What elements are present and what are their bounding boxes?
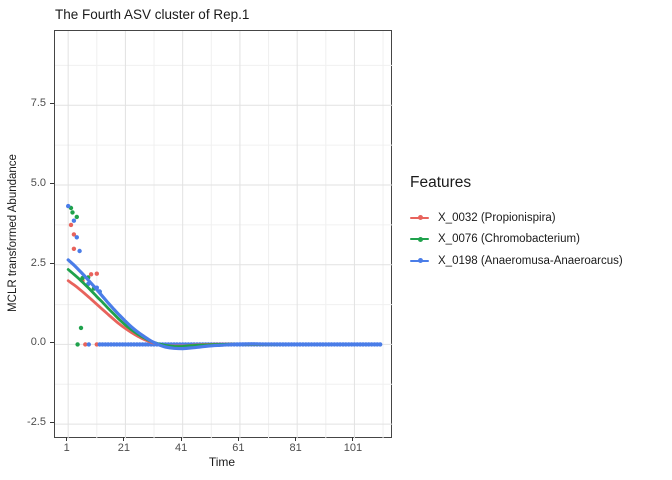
y-tick-label: 0.0: [30, 336, 46, 349]
data-point: [82, 341, 87, 347]
data-point: [71, 218, 76, 223]
plot-canvas: [54, 30, 392, 438]
x-tick-mark: [237, 437, 239, 441]
data-point: [71, 231, 76, 237]
smooth-curve: [66, 257, 382, 350]
y-tick-mark: [50, 103, 54, 105]
legend-label: X_0198 (Anaeromusa-Anaeroarcus): [438, 254, 623, 267]
x-tick-label: 81: [289, 442, 302, 454]
data-point: [69, 209, 75, 215]
legend-entry: X_0076 (Chromobacterium): [410, 229, 623, 251]
y-tick-label: 5.0: [30, 177, 46, 189]
x-tick-label: 1: [63, 442, 70, 454]
x-tick-mark: [123, 437, 125, 441]
legend-entry: X_0032 (Propionispira): [410, 207, 623, 229]
legend-key-smooth-point-icon: [410, 211, 429, 225]
y-tick-label: 7.5: [30, 97, 46, 110]
legend: Features X_0032 (Propionispira) X_0076 (…: [410, 174, 623, 272]
x-tick-label: 41: [175, 442, 188, 454]
x-tick-mark: [295, 437, 297, 441]
data-point: [86, 341, 91, 347]
data-point: [78, 325, 83, 330]
plot-panel: [53, 29, 392, 438]
y-tick-mark: [50, 342, 54, 344]
legend-key-smooth-point-icon: [410, 254, 429, 268]
data-point: [74, 234, 79, 239]
legend-entry: X_0198 (Anaeromusa-Anaeroarcus): [410, 250, 623, 272]
x-tick-label: 21: [117, 442, 131, 454]
data-point: [94, 271, 99, 276]
x-tick-mark: [66, 437, 68, 441]
legend-key-smooth-point-icon: [410, 232, 429, 246]
data-point: [65, 203, 70, 208]
x-tick-label: 61: [232, 442, 245, 454]
data-point: [88, 271, 93, 276]
data-point: [71, 246, 76, 251]
y-tick-mark: [50, 262, 54, 264]
y-tick-label: -2.5: [27, 416, 46, 429]
smooth-curve: [66, 267, 382, 348]
x-axis-title: Time: [208, 455, 236, 469]
y-tick-mark: [50, 183, 54, 184]
data-point: [74, 341, 80, 347]
legend-label: X_0032 (Propionispira): [438, 211, 556, 224]
x-tick-label: 101: [343, 442, 363, 454]
x-tick-mark: [180, 437, 182, 441]
chart-title: The Fourth ASV cluster of Rep.1: [55, 7, 250, 22]
y-tick-label: 2.5: [30, 256, 46, 269]
y-tick-mark: [50, 422, 54, 424]
data-point: [76, 248, 82, 253]
data-point: [74, 214, 79, 219]
data-point: [68, 222, 73, 227]
legend-title: Features: [410, 174, 472, 191]
legend-label: X_0076 (Chromobacterium): [438, 233, 580, 246]
x-tick-mark: [352, 437, 354, 441]
